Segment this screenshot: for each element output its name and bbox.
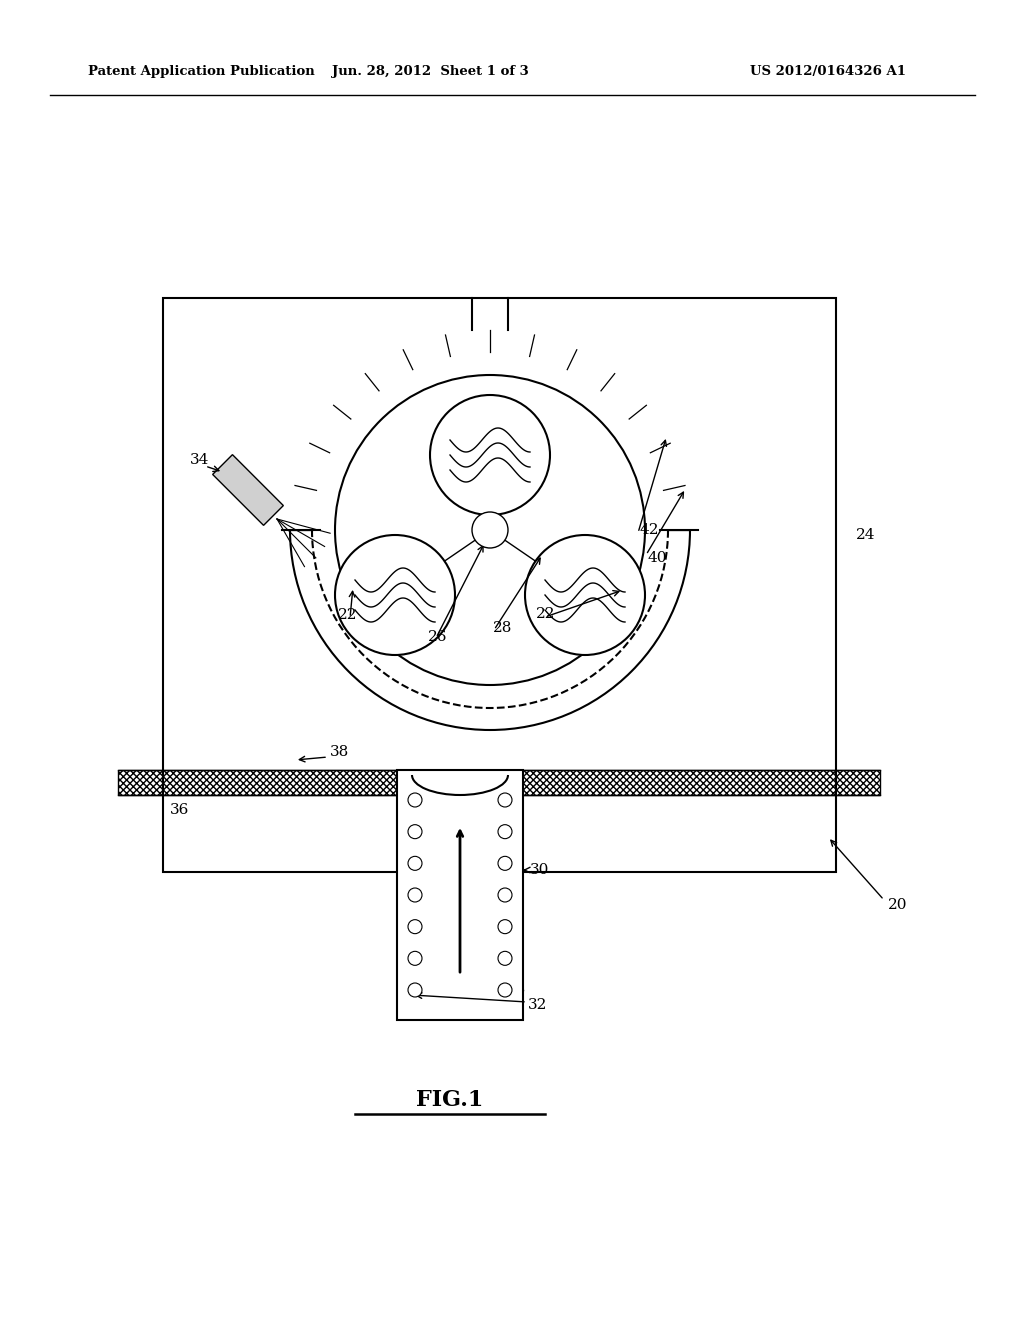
Text: FIG.1: FIG.1 [417,1089,483,1111]
Text: 36: 36 [170,803,189,817]
Circle shape [408,952,422,965]
Text: 32: 32 [528,998,548,1012]
Text: Patent Application Publication: Patent Application Publication [88,66,314,78]
Text: 30: 30 [530,863,549,876]
Circle shape [408,793,422,807]
Circle shape [408,825,422,838]
Text: 22: 22 [536,607,555,620]
Circle shape [408,857,422,870]
Bar [118,770,880,795]
Circle shape [472,512,508,548]
Bar [163,298,836,873]
Text: 42: 42 [640,523,659,537]
Circle shape [498,920,512,933]
Circle shape [335,535,455,655]
Circle shape [498,952,512,965]
Polygon shape [213,454,284,525]
Bar [397,770,523,1020]
Text: 20: 20 [888,898,907,912]
Text: 28: 28 [493,620,512,635]
Circle shape [498,793,512,807]
Text: 40: 40 [648,550,668,565]
Text: US 2012/0164326 A1: US 2012/0164326 A1 [750,66,906,78]
Circle shape [498,888,512,902]
Text: 34: 34 [190,453,209,467]
Circle shape [335,375,645,685]
Circle shape [408,888,422,902]
Circle shape [498,825,512,838]
Text: 26: 26 [428,630,447,644]
Circle shape [408,920,422,933]
Circle shape [498,983,512,997]
Text: 24: 24 [856,528,876,543]
Circle shape [498,857,512,870]
Circle shape [525,535,645,655]
Circle shape [408,983,422,997]
Circle shape [430,395,550,515]
Text: Jun. 28, 2012  Sheet 1 of 3: Jun. 28, 2012 Sheet 1 of 3 [332,66,528,78]
Text: 22: 22 [338,609,357,622]
Text: 38: 38 [330,744,349,759]
